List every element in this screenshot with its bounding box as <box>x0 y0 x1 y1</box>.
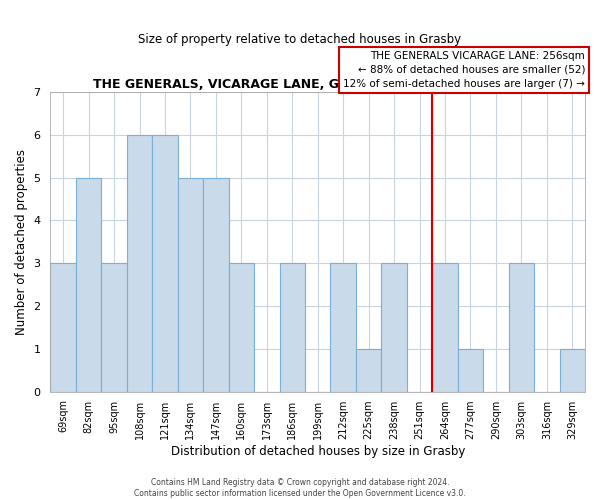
Bar <box>101 264 127 392</box>
Bar <box>229 264 254 392</box>
Bar <box>50 264 76 392</box>
Text: THE GENERALS VICARAGE LANE: 256sqm
← 88% of detached houses are smaller (52)
12%: THE GENERALS VICARAGE LANE: 256sqm ← 88%… <box>343 51 585 89</box>
Bar <box>382 264 407 392</box>
Bar <box>76 178 101 392</box>
Text: Size of property relative to detached houses in Grasby: Size of property relative to detached ho… <box>139 32 461 46</box>
Bar <box>203 178 229 392</box>
Bar <box>560 349 585 392</box>
Bar <box>509 264 534 392</box>
Title: THE GENERALS, VICARAGE LANE, GRASBY, BARNETBY, DN38 6AU: THE GENERALS, VICARAGE LANE, GRASBY, BAR… <box>92 78 543 90</box>
Y-axis label: Number of detached properties: Number of detached properties <box>15 149 28 335</box>
Bar <box>331 264 356 392</box>
Bar <box>280 264 305 392</box>
Bar <box>458 349 483 392</box>
Bar <box>432 264 458 392</box>
Bar <box>178 178 203 392</box>
X-axis label: Distribution of detached houses by size in Grasby: Distribution of detached houses by size … <box>170 444 465 458</box>
Bar <box>152 134 178 392</box>
Bar <box>356 349 382 392</box>
Text: Contains HM Land Registry data © Crown copyright and database right 2024.
Contai: Contains HM Land Registry data © Crown c… <box>134 478 466 498</box>
Bar <box>127 134 152 392</box>
